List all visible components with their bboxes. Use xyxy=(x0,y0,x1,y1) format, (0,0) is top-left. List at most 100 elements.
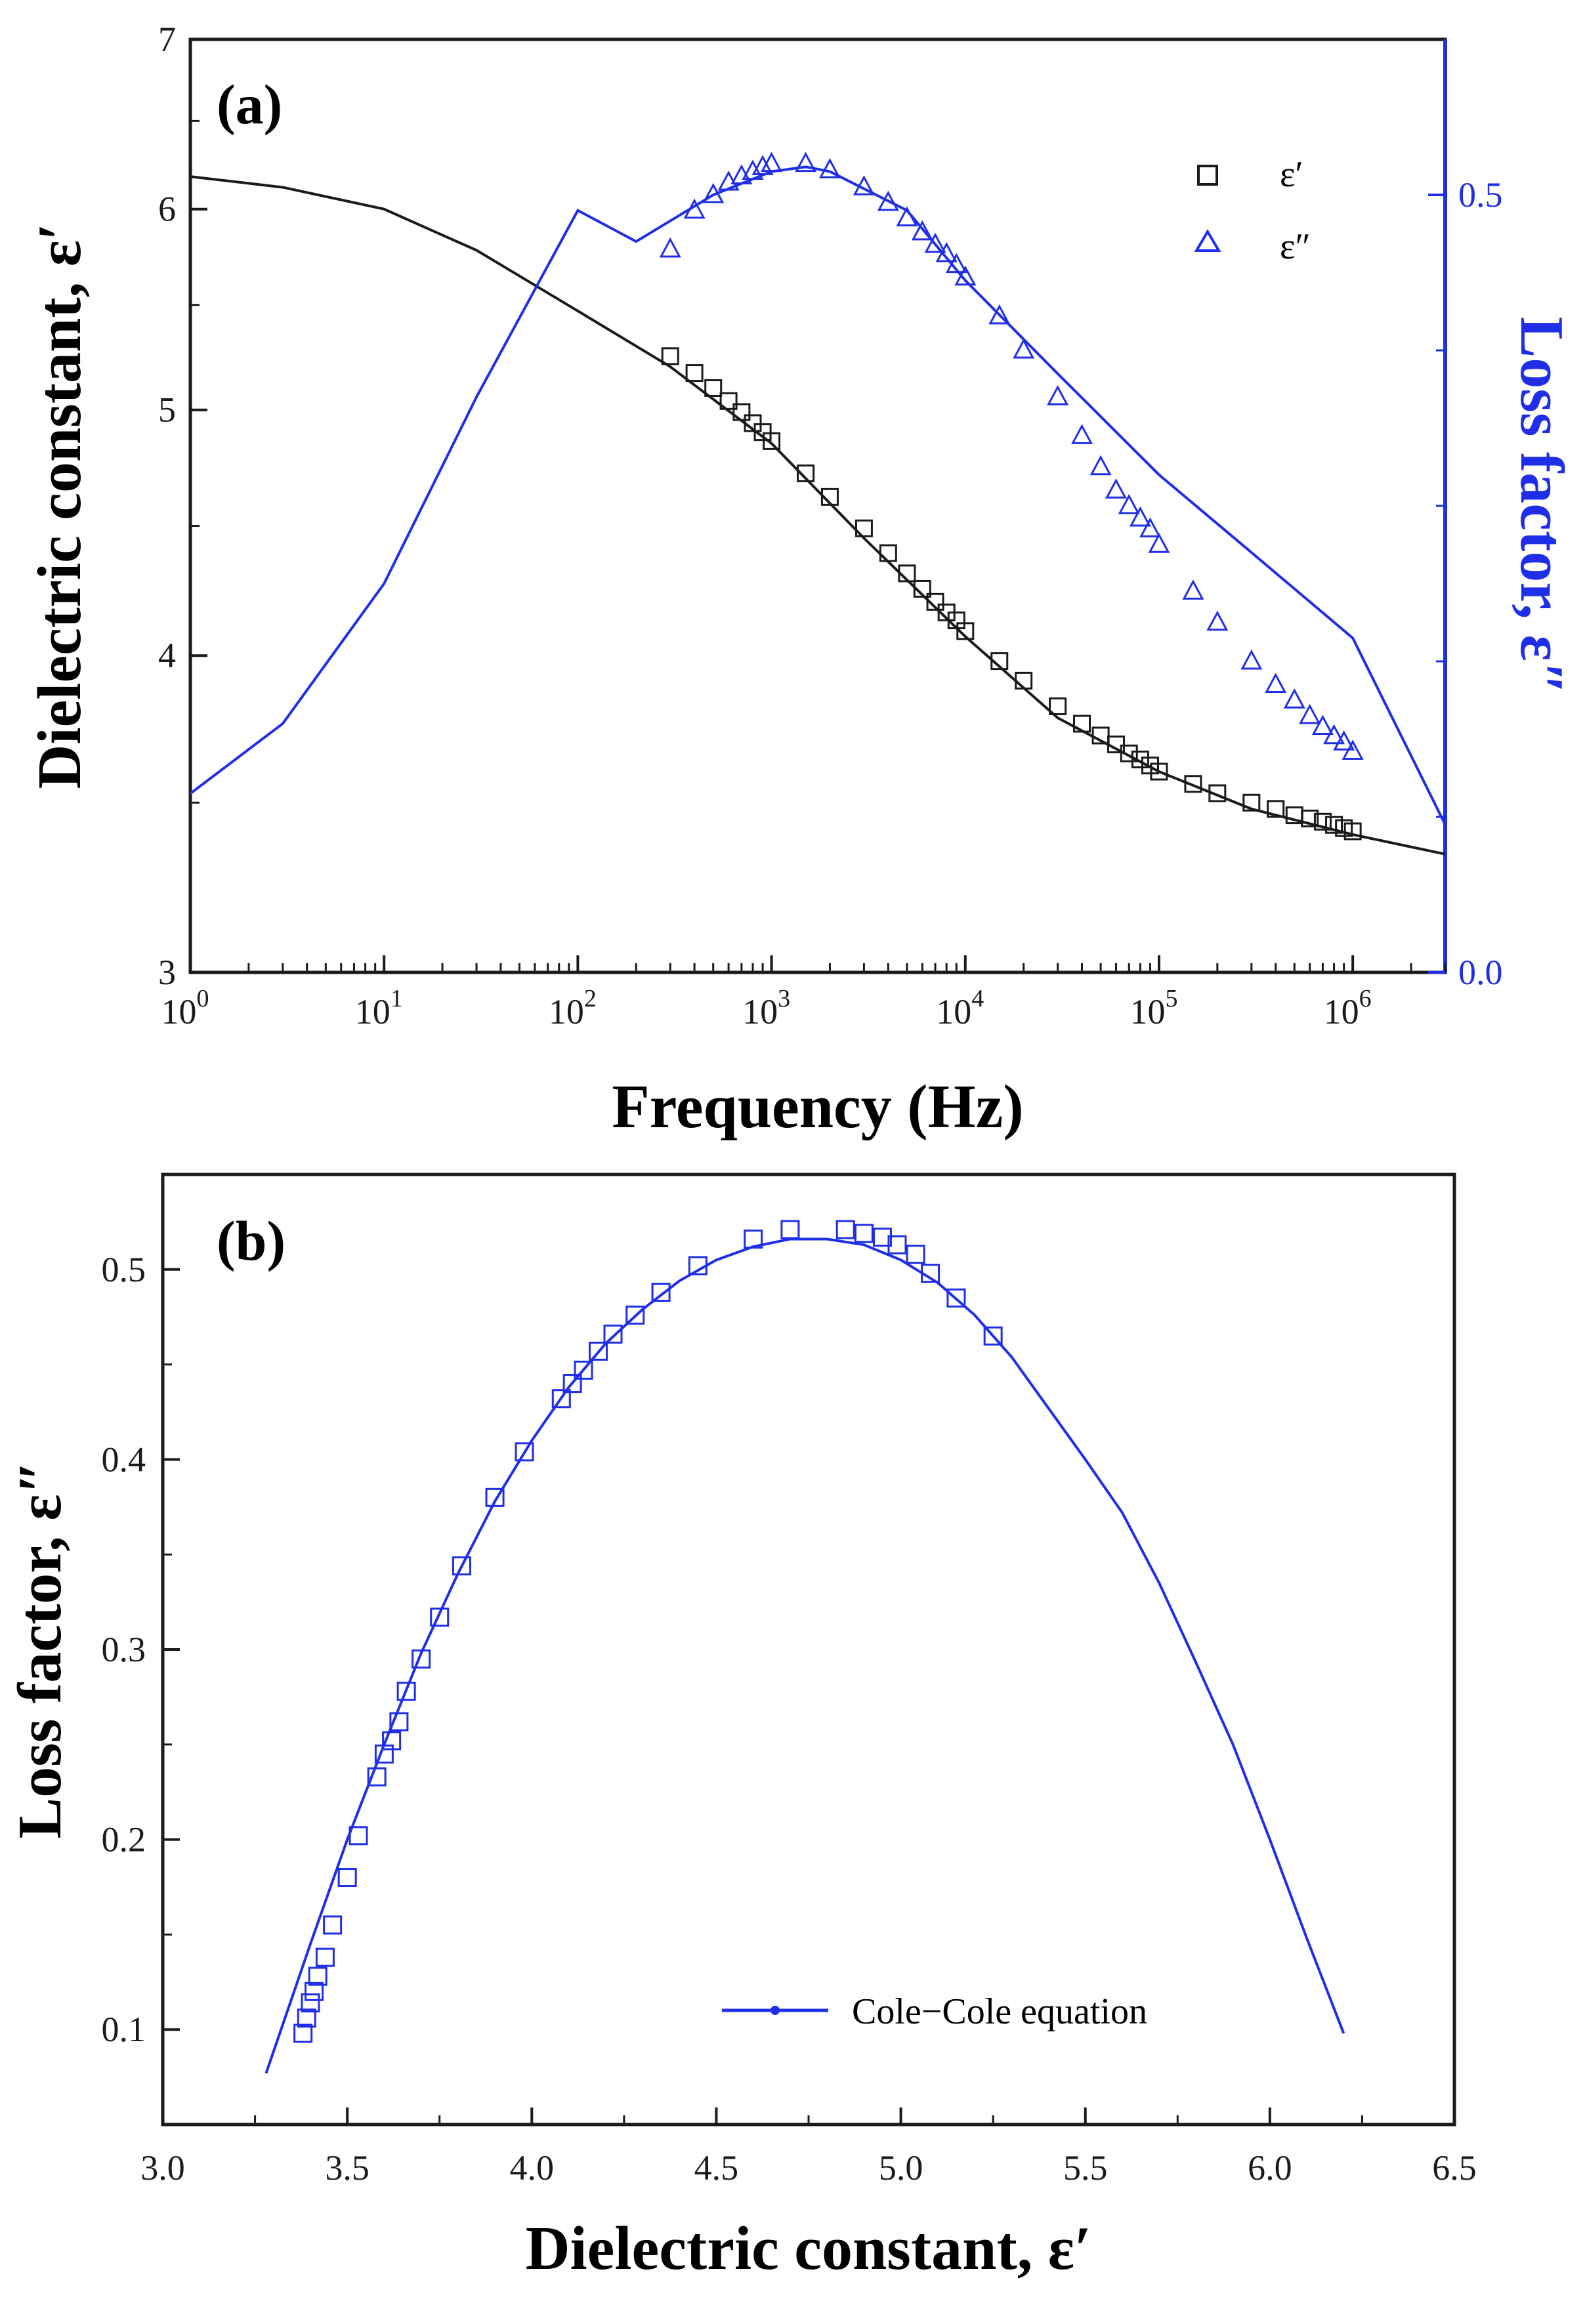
eps-prime-point xyxy=(719,392,738,410)
eps-prime-point xyxy=(1301,809,1319,827)
panel-a: 100 101 102 103 104 105 106 3 4 5 6 7 0.0 0.5 (a) ε′ … xyxy=(26,20,1576,1141)
eps-prime-point xyxy=(753,423,772,442)
eps-prime-point xyxy=(1091,726,1110,745)
eps-double-prime-point xyxy=(877,190,899,211)
panel-a-fit-curves xyxy=(189,165,1447,856)
eps-prime-point xyxy=(1120,744,1138,762)
eps-double-prime-point xyxy=(1105,478,1127,499)
y-left-tick-label: 4 xyxy=(158,636,176,675)
eps-prime-point xyxy=(898,564,916,583)
loss-vs-constant-point xyxy=(603,1324,623,1344)
y-tick-label: 0.2 xyxy=(102,1820,146,1859)
loss-vs-constant-point xyxy=(688,1256,708,1276)
y-left-tick-label: 7 xyxy=(158,20,176,59)
panel-b-fit-curve xyxy=(264,1237,1345,2074)
eps-double-prime-point xyxy=(954,265,977,286)
loss-vs-constant-point xyxy=(396,1682,416,1701)
eps-prime-point xyxy=(1015,671,1033,690)
y-tick-label: 0.3 xyxy=(102,1630,146,1669)
eps-double-prime-point xyxy=(988,304,1011,325)
eps-double-prime-point xyxy=(1206,610,1229,631)
eps-double-prime-point xyxy=(1089,455,1112,476)
loss-vs-constant-point xyxy=(835,1220,855,1239)
eps-double-prime-point xyxy=(1118,493,1140,514)
eps-prime-point xyxy=(704,379,723,397)
loss-vs-constant-point xyxy=(305,1982,324,2001)
eps-double-prime-point xyxy=(896,206,918,227)
eps-double-prime-point xyxy=(1311,715,1334,736)
x-tick-label: 4.5 xyxy=(694,2148,739,2188)
y-left-tick-label: 3 xyxy=(158,953,176,992)
x-tick-label: 105 xyxy=(1130,985,1177,1031)
eps-prime-point xyxy=(879,544,897,562)
loss-vs-constant-point xyxy=(367,1767,387,1787)
loss-vs-constant-point xyxy=(337,1868,357,1888)
eps-double-prime-point xyxy=(683,198,706,219)
loss-vs-constant-point xyxy=(854,1224,874,1243)
x-tick-label: 106 xyxy=(1324,985,1372,1031)
loss-vs-constant-point xyxy=(588,1341,608,1361)
eps-double-prime-point xyxy=(795,152,817,173)
eps-prime-point xyxy=(1131,750,1149,768)
legend-eps-prime-marker xyxy=(1197,165,1218,186)
eps-double-prime-point xyxy=(761,152,783,173)
eps-prime-point xyxy=(926,592,944,611)
eps-prime-point xyxy=(1141,757,1159,775)
eps-prime-point xyxy=(947,612,965,630)
eps-double-prime-point xyxy=(1129,506,1151,527)
eps-prime-point xyxy=(820,488,839,506)
panel-a-x-axis-label: Frequency (Hz) xyxy=(612,1073,1023,1141)
loss-vs-constant-point xyxy=(301,1993,320,2013)
eps-double-prime-point xyxy=(1139,517,1161,538)
x-tick-label: 103 xyxy=(742,985,790,1031)
loss-vs-constant-point xyxy=(297,2008,316,2028)
eps-prime-point xyxy=(661,347,679,365)
panel-a-left-y-axis-label: Dielectric constant, ε′ xyxy=(26,223,94,789)
eps-prime-point xyxy=(990,652,1009,671)
loss-vs-constant-point xyxy=(983,1326,1003,1346)
eps-prime-point xyxy=(1150,762,1168,781)
eps-prime-point xyxy=(744,414,762,432)
loss-vs-constant-point xyxy=(562,1374,582,1394)
loss-vs-constant-point xyxy=(515,1442,534,1462)
panel-b-y-axis-label: Loss factor, ε″ xyxy=(6,1461,74,1839)
eps-prime-point xyxy=(1267,800,1285,818)
cole-cole-fit-line xyxy=(264,1237,1345,2074)
eps-double-prime-point xyxy=(818,157,841,178)
eps-double-prime-point xyxy=(1265,673,1287,694)
eps-prime-point xyxy=(855,519,873,537)
eps-prime-point xyxy=(1325,816,1343,834)
y-left-tick-label: 5 xyxy=(158,390,176,430)
eps-prime-point xyxy=(732,403,751,421)
panel-b-ticks: 3.0 3.5 4.0 4.5 5.0 5.5 6.0 6.5 0.1 0.2 0.3 0.4 0.5 xyxy=(102,1250,1477,2188)
eps-double-prime-point xyxy=(945,253,967,274)
eps-double-prime-point xyxy=(1299,703,1321,724)
eps-double-prime-point xyxy=(702,182,725,203)
loss-vs-constant-point xyxy=(921,1264,940,1283)
loss-vs-constant-point xyxy=(780,1220,800,1239)
eps-double-prime-point xyxy=(742,159,764,180)
eps-prime-point xyxy=(956,622,975,640)
eps-double-prime-point xyxy=(1323,724,1345,745)
eps-double-prime-point xyxy=(935,241,958,262)
legend-cole-cole-dot xyxy=(771,2006,780,2015)
eps-double-prime-point xyxy=(853,175,875,196)
eps-double-prime-point xyxy=(1240,649,1263,670)
eps-prime-point xyxy=(1184,775,1202,793)
eps-double-prime-point xyxy=(1047,384,1069,405)
panel-a-legend: ε′ ε″ xyxy=(1194,154,1311,267)
eps-double-prime-point xyxy=(911,220,933,241)
eps-double-prime-point xyxy=(1283,688,1305,709)
panel-b-data-markers xyxy=(293,1220,1003,2043)
x-tick-label: 101 xyxy=(355,985,403,1031)
loss-vs-constant-point xyxy=(349,1826,368,1846)
legend-eps-double-prime-marker xyxy=(1194,229,1221,252)
panel-a-right-y-axis-label: Loss factor, ε″ xyxy=(1508,317,1576,695)
loss-vs-constant-point xyxy=(574,1360,593,1380)
eps-double-prime-point xyxy=(1148,533,1170,553)
eps-prime-point xyxy=(913,579,931,598)
panel-a-data-markers xyxy=(659,152,1364,840)
eps-prime-fit-line xyxy=(190,175,1446,856)
x-tick-label: 102 xyxy=(549,985,597,1031)
